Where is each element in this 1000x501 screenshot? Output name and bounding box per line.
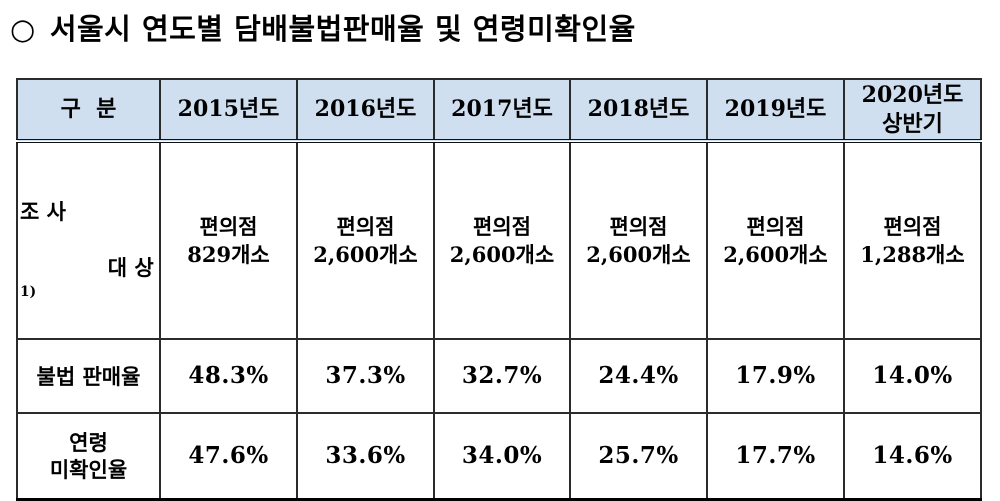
section-title-text: 서울시 연도별 담배불법판매율 및 연령미확인율: [49, 12, 636, 46]
section-title: ○ 서울시 연도별 담배불법판매율 및 연령미확인율: [10, 6, 636, 48]
cell-illegal-2015: 48.3%: [159, 338, 298, 415]
document-page: ○ 서울시 연도별 담배불법판매율 및 연령미확인율 구 분 2015년도 201…: [10, 6, 982, 501]
survey-target-label-line2: 대 상: [107, 255, 154, 281]
header-cell-2019: 2019년도: [706, 78, 845, 143]
cell-illegal-2019: 17.9%: [706, 338, 845, 415]
header-cell-2018: 2018년도: [569, 78, 708, 143]
row-label-illegal-sales-rate: 불법 판매율: [16, 338, 161, 415]
cell-survey-2018: 편의점 2,600개소: [569, 139, 708, 341]
header-cell-category: 구 분: [16, 78, 161, 143]
cell-illegal-2016: 37.3%: [296, 338, 435, 415]
table-row-survey-target: 조 사 대 상 1) 편의점 829개소 편의점 2,600개소 편의점 2,60…: [16, 139, 982, 341]
table-row-age-unverified-rate: 연령 미확인율 47.6% 33.6% 34.0% 25.7% 17.7% 14…: [16, 412, 982, 501]
header-cell-2017: 2017년도: [433, 78, 571, 143]
cell-age-2015: 47.6%: [159, 412, 298, 501]
table-row-illegal-sales-rate: 불법 판매율 48.3% 37.3% 32.7% 24.4% 17.9% 14.…: [16, 338, 982, 415]
cell-survey-2019: 편의점 2,600개소: [706, 139, 845, 341]
cell-survey-2017: 편의점 2,600개소: [433, 139, 571, 341]
cell-survey-2016: 편의점 2,600개소: [296, 139, 435, 341]
table-header-row: 구 분 2015년도 2016년도 2017년도 2018년도 2019년도 2…: [16, 78, 982, 143]
cell-illegal-2020-h1: 14.0%: [843, 338, 982, 415]
header-cell-2016: 2016년도: [296, 78, 435, 143]
statistics-table: 구 분 2015년도 2016년도 2017년도 2018년도 2019년도 2…: [16, 78, 982, 501]
survey-target-label-line1: 조 사: [20, 198, 66, 224]
header-cell-2015: 2015년도: [159, 78, 298, 143]
header-cell-2020-h1: 2020년도 상반기: [843, 78, 982, 143]
cell-age-2020-h1: 14.6%: [843, 412, 982, 501]
cell-survey-2020-h1: 편의점 1,288개소: [843, 139, 982, 341]
footnote-marker: 1): [20, 283, 37, 300]
cell-age-2016: 33.6%: [296, 412, 435, 501]
cell-survey-2015: 편의점 829개소: [159, 139, 298, 341]
cell-age-2018: 25.7%: [569, 412, 708, 501]
circle-bullet: ○: [10, 12, 36, 46]
row-label-survey-target: 조 사 대 상 1): [16, 139, 161, 341]
cell-age-2017: 34.0%: [433, 412, 571, 501]
survey-target-label-block: 조 사 대 상 1): [20, 198, 157, 311]
row-label-age-unverified-rate: 연령 미확인율: [16, 412, 161, 501]
cell-illegal-2017: 32.7%: [433, 338, 571, 415]
cell-illegal-2018: 24.4%: [569, 338, 708, 415]
cell-age-2019: 17.7%: [706, 412, 845, 501]
